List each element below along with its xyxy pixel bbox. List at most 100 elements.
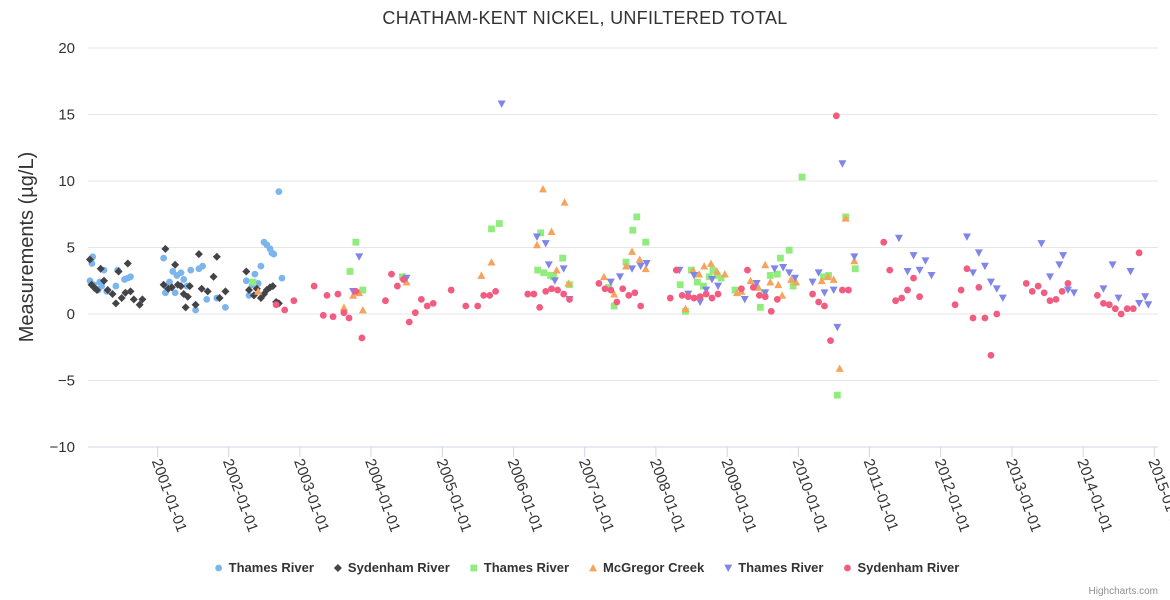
data-point[interactable] <box>629 226 637 234</box>
data-point[interactable] <box>921 257 930 265</box>
data-point[interactable] <box>126 287 135 296</box>
data-point[interactable] <box>278 274 286 282</box>
data-point[interactable] <box>778 291 787 299</box>
data-point[interactable] <box>738 285 745 293</box>
data-point[interactable] <box>180 276 188 283</box>
data-point[interactable] <box>717 274 725 282</box>
data-point[interactable] <box>1037 240 1046 248</box>
data-point[interactable] <box>892 297 900 305</box>
data-point[interactable] <box>339 303 348 311</box>
data-point[interactable] <box>809 290 816 298</box>
data-point[interactable] <box>199 262 207 270</box>
data-point[interactable] <box>963 265 971 273</box>
data-point[interactable] <box>635 255 644 263</box>
data-point[interactable] <box>272 301 280 309</box>
data-point[interactable] <box>610 302 618 310</box>
data-point[interactable] <box>779 264 788 272</box>
data-point[interactable] <box>980 262 989 271</box>
data-point[interactable] <box>850 253 859 261</box>
data-point[interactable] <box>798 173 806 181</box>
data-point[interactable] <box>754 283 763 291</box>
data-point[interactable] <box>1069 289 1078 297</box>
legend-symbol[interactable] <box>724 564 733 572</box>
data-point[interactable] <box>254 287 263 295</box>
data-point[interactable] <box>1055 261 1064 269</box>
data-point[interactable] <box>564 279 573 287</box>
data-point[interactable] <box>1135 299 1144 308</box>
data-point[interactable] <box>610 290 619 298</box>
data-point[interactable] <box>1093 291 1101 299</box>
data-point[interactable] <box>532 233 541 241</box>
data-point[interactable] <box>242 267 251 276</box>
data-point[interactable] <box>761 260 770 269</box>
data-point[interactable] <box>642 260 651 268</box>
data-point[interactable] <box>112 282 120 290</box>
data-point[interactable] <box>281 306 289 314</box>
data-point[interactable] <box>135 300 144 309</box>
data-point[interactable] <box>542 287 550 295</box>
data-point[interactable] <box>993 310 1001 318</box>
data-point[interactable] <box>1141 293 1150 301</box>
data-point[interactable] <box>700 262 709 270</box>
data-point[interactable] <box>1114 294 1123 303</box>
data-point[interactable] <box>290 297 298 305</box>
data-point[interactable] <box>242 277 250 285</box>
data-point[interactable] <box>974 249 983 257</box>
data-point[interactable] <box>714 282 723 291</box>
data-point[interactable] <box>1123 305 1131 313</box>
data-point[interactable] <box>773 295 781 303</box>
data-point[interactable] <box>615 273 624 281</box>
data-point[interactable] <box>838 286 846 294</box>
data-point[interactable] <box>740 295 749 304</box>
data-point[interactable] <box>429 299 437 307</box>
data-point[interactable] <box>203 295 211 303</box>
data-point[interactable] <box>548 285 555 293</box>
data-point[interactable] <box>815 298 823 306</box>
data-point[interactable] <box>171 260 180 269</box>
data-point[interactable] <box>486 291 494 299</box>
legend-symbol[interactable] <box>844 564 851 572</box>
data-point[interactable] <box>1064 280 1072 287</box>
data-point[interactable] <box>767 307 775 315</box>
data-point[interactable] <box>550 273 557 281</box>
data-point[interactable] <box>405 318 413 326</box>
data-point[interactable] <box>138 295 147 304</box>
data-point[interactable] <box>355 253 364 261</box>
data-point[interactable] <box>541 240 550 248</box>
data-point[interactable] <box>713 267 722 275</box>
data-point[interactable] <box>474 302 482 310</box>
data-point[interactable] <box>270 250 278 258</box>
data-point[interactable] <box>676 281 684 289</box>
data-point[interactable] <box>257 262 265 270</box>
data-point[interactable] <box>894 234 903 243</box>
data-point[interactable] <box>161 244 170 253</box>
data-point[interactable] <box>477 271 486 279</box>
data-point[interactable] <box>111 299 120 308</box>
data-point[interactable] <box>187 266 195 274</box>
data-point[interactable] <box>245 291 253 299</box>
data-point[interactable] <box>808 278 817 287</box>
data-point[interactable] <box>554 286 561 294</box>
data-point[interactable] <box>827 337 834 344</box>
data-point[interactable] <box>1058 287 1066 295</box>
data-point[interactable] <box>637 302 645 310</box>
data-point[interactable] <box>1105 301 1113 309</box>
data-point[interactable] <box>185 282 194 291</box>
data-point[interactable] <box>197 284 206 293</box>
data-point[interactable] <box>792 278 801 286</box>
data-point[interactable] <box>536 303 544 311</box>
data-point[interactable] <box>245 286 254 295</box>
data-point[interactable] <box>566 295 573 303</box>
data-point[interactable] <box>537 229 545 237</box>
data-point[interactable] <box>480 291 488 299</box>
data-point[interactable] <box>625 291 633 299</box>
data-point[interactable] <box>1046 297 1054 305</box>
data-point[interactable] <box>346 268 354 275</box>
data-point[interactable] <box>835 364 844 372</box>
data-point[interactable] <box>1040 289 1048 297</box>
data-point[interactable] <box>636 262 645 271</box>
data-point[interactable] <box>411 309 419 317</box>
data-point[interactable] <box>766 278 775 286</box>
data-point[interactable] <box>642 238 650 246</box>
data-point[interactable] <box>192 306 200 314</box>
